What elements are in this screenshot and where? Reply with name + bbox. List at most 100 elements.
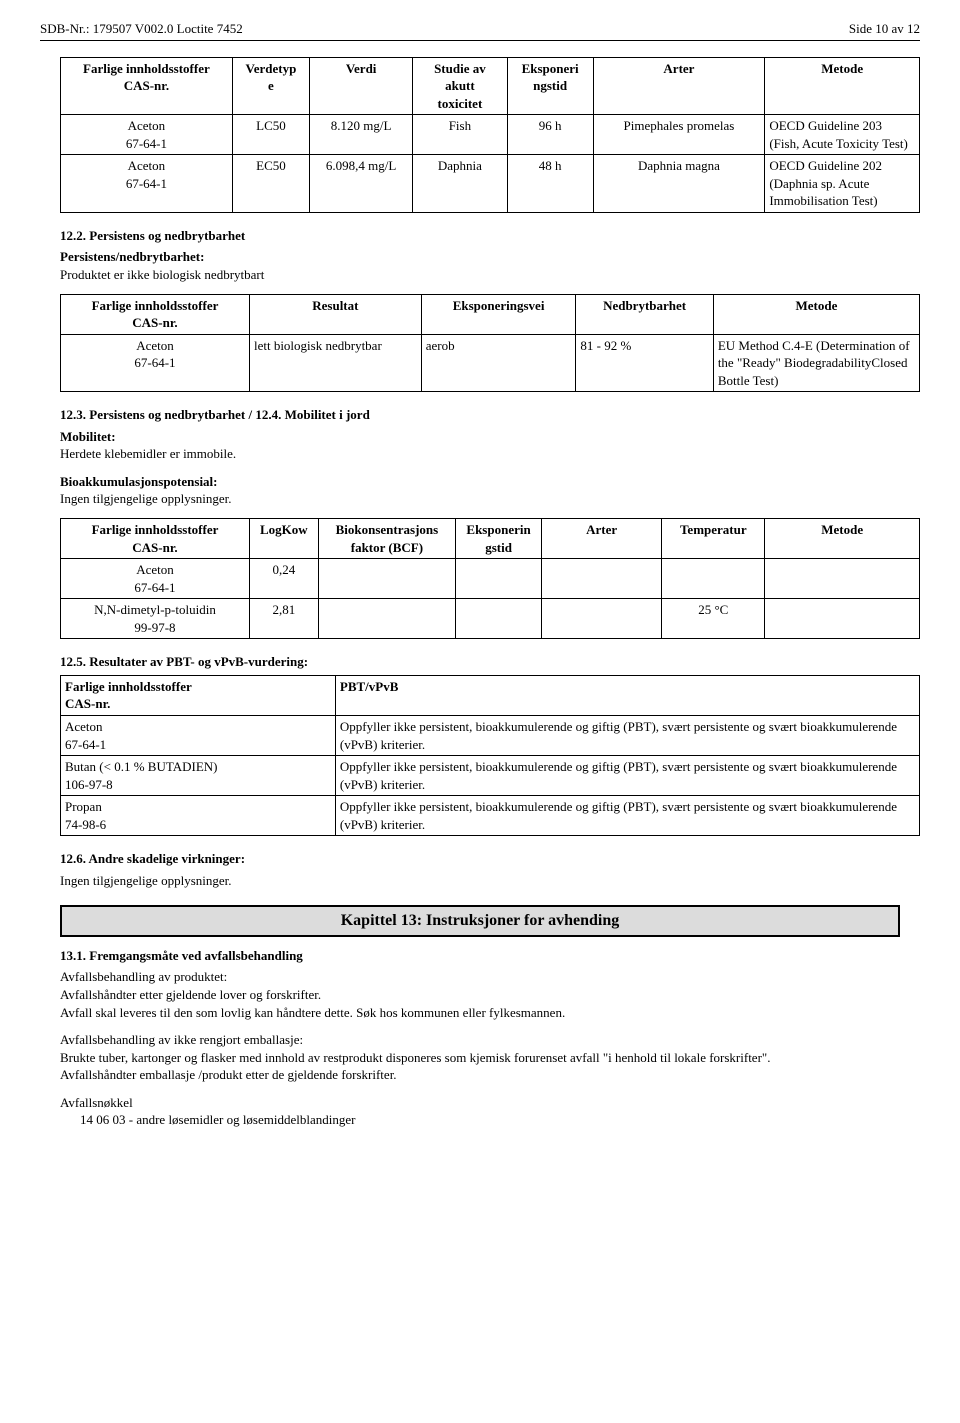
table-cell: EC50 — [232, 155, 309, 213]
table-cell: Butan (< 0.1 % BUTADIEN) 106-97-8 — [61, 756, 336, 796]
section-12-5-title: 12.5. Resultater av PBT- og vPvB-vurderi… — [60, 653, 920, 671]
table-cell: Aceton 67-64-1 — [61, 559, 250, 599]
table-cell: 0,24 — [249, 559, 318, 599]
table-cell: OECD Guideline 203 (Fish, Acute Toxicity… — [765, 115, 920, 155]
table-row: N,N-dimetyl-p-toluidin 99-97-82,8125 °C — [61, 599, 920, 639]
header-right: Side 10 av 12 — [849, 20, 920, 38]
table-cell: Aceton 67-64-1 — [61, 155, 233, 213]
table-cell: Aceton 67-64-1 — [61, 115, 233, 155]
table-cell: Oppfyller ikke persistent, bioakkumulere… — [335, 756, 919, 796]
table-cell — [318, 599, 455, 639]
column-header: Metode — [765, 57, 920, 115]
pbt-table: Farlige innholdsstoffer CAS-nr.PBT/vPvB … — [60, 675, 920, 836]
table-cell: Aceton 67-64-1 — [61, 715, 336, 755]
column-header: Studie av akutt toxicitet — [413, 57, 507, 115]
waste-packaging-line1: Brukte tuber, kartonger og flasker med i… — [60, 1050, 770, 1065]
chapter-13-heading: Kapittel 13: Instruksjoner for avhending — [60, 905, 900, 937]
header-left: SDB-Nr.: 179507 V002.0 Loctite 7452 — [40, 20, 243, 38]
column-header: Eksponeringsvei — [421, 294, 576, 334]
waste-packaging-block: Avfallsbehandling av ikke rengjort embal… — [60, 1031, 920, 1084]
table-cell: aerob — [421, 334, 576, 392]
column-header: Eksponerin gstid — [456, 519, 542, 559]
table-cell: Oppfyller ikke persistent, bioakkumulere… — [335, 796, 919, 836]
table-cell — [765, 599, 920, 639]
section-12-6-title: 12.6. Andre skadelige virkninger: — [60, 850, 920, 868]
table-cell: lett biologisk nedbrytbar — [249, 334, 421, 392]
column-header: Temperatur — [662, 519, 765, 559]
table-cell: Daphnia magna — [593, 155, 765, 213]
table-cell — [662, 559, 765, 599]
section-12-3-title: 12.3. Persistens og nedbrytbarhet / 12.4… — [60, 406, 920, 424]
waste-product-line2: Avfall skal leveres til den som lovlig k… — [60, 1005, 565, 1020]
table-cell: Aceton 67-64-1 — [61, 334, 250, 392]
table-cell — [542, 559, 662, 599]
table-row: Butan (< 0.1 % BUTADIEN) 106-97-8Oppfyll… — [61, 756, 920, 796]
waste-key-code: 14 06 03 - andre løsemidler og løsemidde… — [80, 1112, 355, 1127]
section-12-6-text: Ingen tilgjengelige opplysninger. — [60, 872, 920, 890]
table-cell: 96 h — [507, 115, 593, 155]
column-header: Verdi — [310, 57, 413, 115]
table-cell: 81 - 92 % — [576, 334, 713, 392]
waste-product-block: Avfallsbehandling av produktet: Avfallsh… — [60, 968, 920, 1021]
table-cell: EU Method C.4-E (Determination of the "R… — [713, 334, 919, 392]
waste-packaging-label: Avfallsbehandling av ikke rengjort embal… — [60, 1032, 303, 1047]
table-row: Aceton 67-64-1Oppfyller ikke persistent,… — [61, 715, 920, 755]
column-header: Nedbrytbarhet — [576, 294, 713, 334]
bioaccum-block: Bioakkumulasjonspotensial: Ingen tilgjen… — [60, 473, 920, 508]
column-header: Eksponeri ngstid — [507, 57, 593, 115]
table-cell: Propan 74-98-6 — [61, 796, 336, 836]
table-cell: 6.098,4 mg/L — [310, 155, 413, 213]
waste-key-label: Avfallsnøkkel — [60, 1095, 133, 1110]
column-header: Arter — [542, 519, 662, 559]
table-cell: 2,81 — [249, 599, 318, 639]
column-header: Farlige innholdsstoffer CAS-nr. — [61, 675, 336, 715]
mobility-text: Herdete klebemidler er immobile. — [60, 446, 236, 461]
column-header: Metode — [713, 294, 919, 334]
column-header: PBT/vPvB — [335, 675, 919, 715]
table-cell — [765, 559, 920, 599]
ecotox-table: Farlige innholdsstoffer CAS-nr.Verdetyp … — [60, 57, 920, 213]
waste-key-block: Avfallsnøkkel 14 06 03 - andre løsemidle… — [60, 1094, 920, 1129]
column-header: Metode — [765, 519, 920, 559]
table-cell — [318, 559, 455, 599]
table-cell: 25 °C — [662, 599, 765, 639]
section-13-1-title: 13.1. Fremgangsmåte ved avfallsbehandlin… — [60, 947, 920, 965]
table-cell: 8.120 mg/L — [310, 115, 413, 155]
column-header: Arter — [593, 57, 765, 115]
header-rule — [40, 40, 920, 41]
column-header: Farlige innholdsstoffer CAS-nr. — [61, 57, 233, 115]
table-cell: LC50 — [232, 115, 309, 155]
table-cell: Oppfyller ikke persistent, bioakkumulere… — [335, 715, 919, 755]
table-cell — [456, 559, 542, 599]
bioaccum-text: Ingen tilgjengelige opplysninger. — [60, 491, 232, 506]
mobility-label: Mobilitet: — [60, 429, 116, 444]
column-header: Biokonsentrasjons faktor (BCF) — [318, 519, 455, 559]
table-row: Aceton 67-64-1lett biologisk nedbrytbara… — [61, 334, 920, 392]
persistence-text: Produktet er ikke biologisk nedbrytbart — [60, 267, 264, 282]
waste-packaging-line2: Avfallshåndter emballasje /produkt etter… — [60, 1067, 397, 1082]
table-cell: 48 h — [507, 155, 593, 213]
waste-product-label: Avfallsbehandling av produktet: — [60, 969, 227, 984]
table-row: Aceton 67-64-10,24 — [61, 559, 920, 599]
bcf-table: Farlige innholdsstoffer CAS-nr.LogKowBio… — [60, 518, 920, 639]
table-cell — [542, 599, 662, 639]
mobility-block: Mobilitet: Herdete klebemidler er immobi… — [60, 428, 920, 463]
persistence-block: Persistens/nedbrytbarhet: Produktet er i… — [60, 248, 920, 283]
table-cell: Pimephales promelas — [593, 115, 765, 155]
column-header: Resultat — [249, 294, 421, 334]
column-header: Farlige innholdsstoffer CAS-nr. — [61, 294, 250, 334]
section-12-2-title: 12.2. Persistens og nedbrytbarhet — [60, 227, 920, 245]
table-cell: Fish — [413, 115, 507, 155]
persistence-label: Persistens/nedbrytbarhet: — [60, 249, 204, 264]
column-header: Verdetyp e — [232, 57, 309, 115]
table-row: Propan 74-98-6Oppfyller ikke persistent,… — [61, 796, 920, 836]
column-header: Farlige innholdsstoffer CAS-nr. — [61, 519, 250, 559]
table-row: Aceton 67-64-1LC508.120 mg/LFish96 hPime… — [61, 115, 920, 155]
biodeg-table: Farlige innholdsstoffer CAS-nr.ResultatE… — [60, 294, 920, 393]
bioaccum-label: Bioakkumulasjonspotensial: — [60, 474, 218, 489]
table-cell: OECD Guideline 202 (Daphnia sp. Acute Im… — [765, 155, 920, 213]
column-header: LogKow — [249, 519, 318, 559]
waste-product-line1: Avfallshåndter etter gjeldende lover og … — [60, 987, 321, 1002]
page-header: SDB-Nr.: 179507 V002.0 Loctite 7452 Side… — [40, 20, 920, 38]
table-cell — [456, 599, 542, 639]
